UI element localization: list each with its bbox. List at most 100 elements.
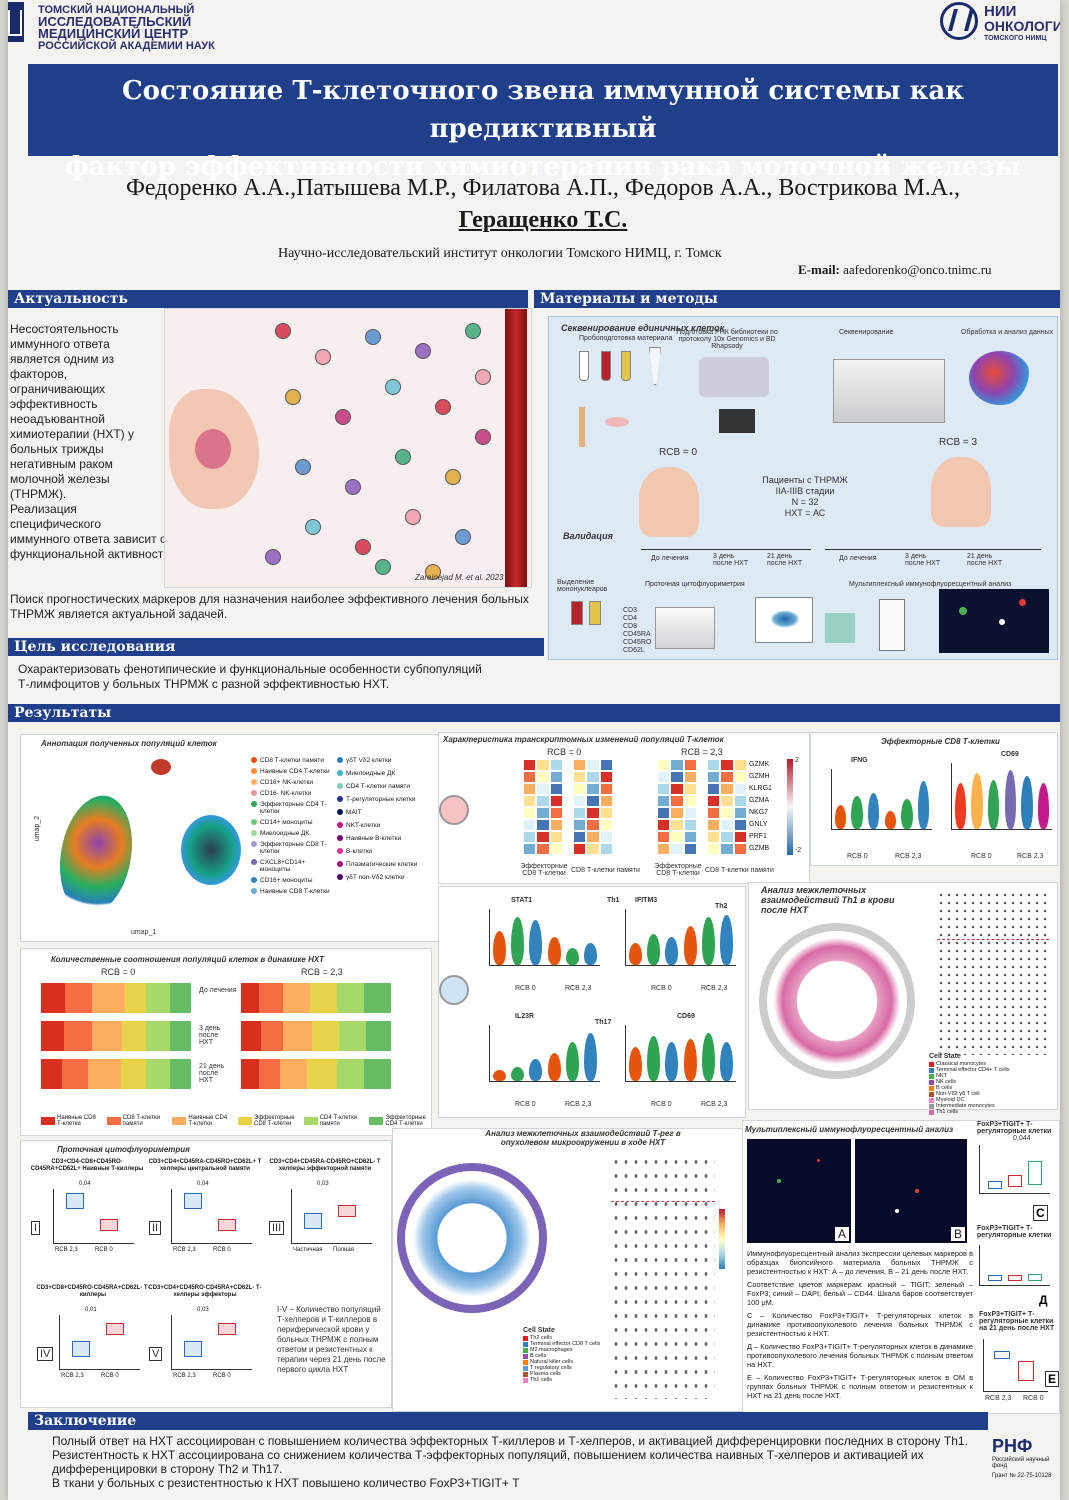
heatmap-cell xyxy=(573,819,587,831)
violin-shape xyxy=(566,1041,579,1081)
legend-label: Миелоидные ДК xyxy=(346,770,396,777)
heatmap-cell xyxy=(586,759,600,771)
bar-segment xyxy=(311,1021,339,1051)
legend-item: Intermediate monocytes xyxy=(929,1103,1010,1109)
bar-segment xyxy=(364,1059,391,1089)
immune-cell-icon xyxy=(405,509,421,525)
heatmap-colorbar xyxy=(787,759,793,855)
immune-cell-icon xyxy=(355,539,371,555)
legend-label: В-клетки xyxy=(346,848,373,855)
bar-segment xyxy=(364,983,391,1013)
immune-cell-icon xyxy=(425,564,441,580)
legend-dot-icon xyxy=(251,768,257,774)
heatmap-cell xyxy=(586,843,600,855)
rcb0-label: RCB = 0 xyxy=(101,967,136,977)
authors: Федоренко А.А.,Патышева М.Р., Филатова А… xyxy=(38,172,1048,236)
relevance-line: Несостоятельность xyxy=(10,322,119,336)
heatmap-cell xyxy=(536,819,550,831)
p-value: 0,03 xyxy=(317,1181,329,1187)
gene-label: NKG7 xyxy=(749,809,769,816)
heatmap-cell xyxy=(536,759,550,771)
bar-segment xyxy=(87,1059,121,1089)
org-right-line: ОНКОЛОГИИ xyxy=(984,18,1060,34)
legend-item: Плазматические клетки xyxy=(337,861,437,868)
marker-list: CD3 CD4 CD8 CD45RA CD45RO CD62L xyxy=(623,607,651,655)
legend-item: CD16+ NK-клетки xyxy=(251,779,331,786)
group-label: RCB 0 xyxy=(515,985,536,992)
heatmap-cell xyxy=(573,771,587,783)
rcb3-label: RCB = 3 xyxy=(939,437,978,448)
umap-cluster-tcells xyxy=(51,789,141,921)
heatmap-cell xyxy=(720,819,734,831)
heatmap-cell xyxy=(670,771,684,783)
legend-swatch-icon xyxy=(238,1117,253,1125)
legend-label: B cells xyxy=(530,1353,547,1359)
org-right-line: НИИ xyxy=(984,3,1017,20)
legend-item: CD8 Т-клетки памяти xyxy=(106,1115,169,1127)
umap-legend-left: CD8 Т-клетки памяти Наивные CD4 Т-клетки C… xyxy=(251,757,331,899)
flow-plot-thumbnail xyxy=(755,597,813,643)
violin-shape xyxy=(647,1036,660,1081)
timeline-day3: 3 день после НХТ xyxy=(713,553,749,567)
heatmap-cell xyxy=(720,783,734,795)
violin-shape xyxy=(683,925,697,965)
gene-label: GZMK xyxy=(749,761,770,768)
violin-cd69 xyxy=(625,1025,736,1082)
tube-icon xyxy=(621,351,631,381)
violin-shape xyxy=(665,1041,679,1081)
x-label: RCB 2,3 xyxy=(61,1373,84,1379)
immune-cell-icon xyxy=(295,459,311,475)
gene-ifitm3: IFITM3 xyxy=(635,897,658,904)
legend-swatch-icon xyxy=(929,1103,934,1109)
legend-label: Эффекторные CD8 Т-клетки xyxy=(254,1115,295,1127)
heatmap-cell xyxy=(599,783,613,795)
legend-label: CD16- NK-клетки xyxy=(260,790,312,797)
heatmap-cell xyxy=(683,843,697,855)
umap-cluster-myeloid xyxy=(181,815,241,885)
heatmap-cell xyxy=(586,795,600,807)
highlight-line xyxy=(937,939,1049,941)
bar-segment xyxy=(122,1021,146,1051)
gene-label: PRF1 xyxy=(749,833,767,840)
heatmap-cell xyxy=(707,843,721,855)
aim-text: Охарактеризовать фенотипические и функци… xyxy=(18,662,538,692)
box-marker xyxy=(66,1193,84,1209)
violin-shape xyxy=(683,1039,697,1081)
heatmap-cell xyxy=(523,843,537,855)
legend-item: CD4 Т-клетки памяти xyxy=(337,783,437,790)
violin-shape xyxy=(628,1047,642,1081)
heat-group-label: CD8 Т-клетки памяти xyxy=(571,867,640,874)
relevance-line: неоадъювантной xyxy=(10,412,105,426)
x-label: RCB 0 xyxy=(95,1247,113,1253)
tube-icon xyxy=(601,351,611,381)
violin-shape xyxy=(720,1041,734,1081)
section-header-results: Результаты xyxy=(8,704,1060,722)
section-header-relevance: Актуальность xyxy=(8,290,528,308)
legend-dot-icon xyxy=(251,779,257,785)
gene-labels: GZMK GZMH KLRG1 GZMA NKG7 GNLY PRF1 GZMB xyxy=(749,759,783,855)
bar-segment xyxy=(65,983,92,1013)
heatmap-cell xyxy=(586,831,600,843)
legend-dot-icon xyxy=(337,770,343,776)
step-sequencing: Секвенирование xyxy=(839,329,894,336)
legend-label: Th2 cells xyxy=(530,1335,553,1341)
heatmap-cell xyxy=(573,759,587,771)
heatmap-cell xyxy=(523,795,537,807)
legend-label: NK cells xyxy=(936,1079,957,1085)
panel-letter: B xyxy=(950,1227,965,1241)
legend-swatch-icon xyxy=(303,1117,318,1125)
flow-panel: CD3+CD4+CD45RO-CD45RA+CD62L- Т-хелперы э… xyxy=(147,1285,263,1401)
cell-dot-icon xyxy=(999,619,1005,625)
heatmap-effector-rcb23 xyxy=(657,759,697,855)
aim-line: Т-лимфоцитов у больных ТНРМЖ с разной эф… xyxy=(18,677,390,691)
legend-label: MAIT xyxy=(346,809,362,816)
boxplot-c xyxy=(979,1145,1050,1194)
email-link[interactable]: aafedorenko@onco.tnimc.ru xyxy=(843,262,992,277)
flow-plot-axes xyxy=(171,1189,252,1244)
immune-cell-icon xyxy=(475,429,491,445)
umap-legend-right: γδT Vδ2 клетки Миелоидные ДК CD4 Т-клетки … xyxy=(337,757,437,887)
legend-dot-icon xyxy=(337,757,343,763)
box-marker xyxy=(218,1219,236,1231)
patient-line: Пациенты с ТНРМЖ xyxy=(762,475,848,485)
heatmap-cell xyxy=(549,807,563,819)
